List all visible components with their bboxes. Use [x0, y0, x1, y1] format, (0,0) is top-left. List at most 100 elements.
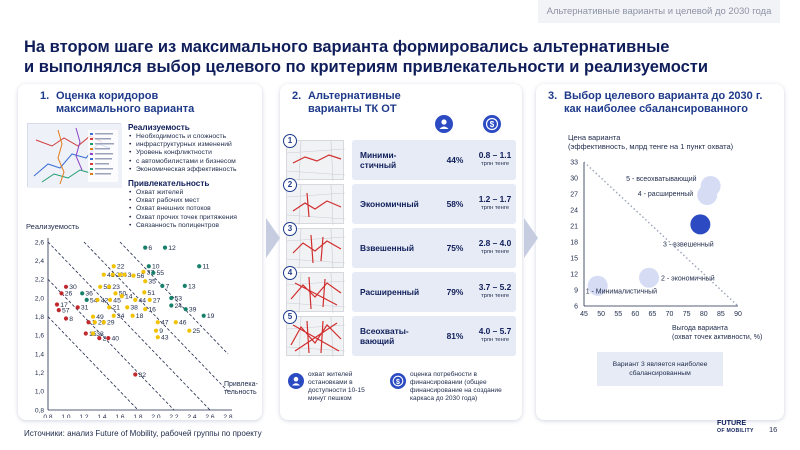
panel3-number: 3.: [548, 90, 558, 102]
chart1-xlabel-line1: Привлека-: [224, 381, 258, 388]
option-row: 3 Взвешенный 75% 2.8 – 4.0 трлн тенге: [283, 222, 516, 270]
panel1-number: 1.: [40, 90, 50, 102]
corridor-label: 42: [101, 297, 109, 304]
corridor-marker: [155, 335, 160, 340]
chart1-ylabel: Реализуемость: [26, 222, 79, 231]
panel2-title: 2. Альтернативные варианты ТК ОТ: [292, 90, 401, 116]
option-cost-unit: трлн тенге: [480, 205, 510, 211]
option-label: 1 - Минималистичный: [586, 288, 657, 296]
section-header: Альтернативные варианты и целевой до 203…: [538, 0, 780, 23]
corridor-point: 46: [173, 320, 187, 327]
corridor-point: 16: [143, 307, 156, 314]
page-number: 16: [769, 425, 778, 434]
legend-line: минут пешком: [308, 395, 352, 402]
corridor-label: 14: [125, 294, 133, 301]
corridor-marker: [133, 372, 138, 377]
realizability-list: Необходимость и сложность инфраструктурн…: [128, 133, 258, 174]
x-tick-label: 2,8: [223, 414, 232, 418]
option-cost-unit: трлн тенге: [480, 293, 510, 299]
legend-line: каркаса до 2030 года): [410, 395, 478, 402]
y-tick-label: 1,4: [35, 351, 44, 358]
note-line1: Вариант 3 является наиболее: [612, 361, 708, 368]
people-icon: [288, 373, 304, 389]
corridor-point: 9: [153, 328, 163, 335]
option-bubble: [639, 267, 660, 288]
list-item: с автомобилистами и бизнесом: [128, 158, 258, 166]
option-bubble: [587, 275, 608, 296]
list-item: Охват жителей: [128, 189, 258, 197]
corridor-marker: [182, 283, 187, 288]
list-item: Охват внешних потоков: [128, 205, 258, 213]
option-number-badge: 3: [283, 222, 297, 236]
corridor-point: 29: [101, 320, 115, 327]
corridor-label: 23: [112, 284, 120, 291]
corridor-label: 26: [65, 291, 73, 298]
y-tick-label: 1,0: [35, 389, 44, 396]
realizability-attractiveness-chart: Реализуемость Привлека- тельность 0,8 1,0…: [26, 222, 258, 418]
option-name-line1: Расширенный: [360, 287, 420, 297]
corridor-label: 49: [96, 314, 104, 321]
x-tick-label: 2,2: [169, 414, 178, 418]
y-tick-label: 33: [570, 160, 578, 167]
corridor-point: 3: [122, 272, 132, 279]
corridor-label: 39: [189, 307, 197, 314]
corridor-label: 12: [168, 245, 176, 252]
option-name: Всеохваты- вающий: [360, 326, 409, 346]
corridor-label: 57: [62, 308, 70, 315]
y-tick-label: 2,0: [35, 295, 44, 302]
page-title-line2: и выполнялся выбор целевого по критериям…: [24, 58, 709, 76]
corridor-label: 25: [193, 328, 201, 335]
option-info: Взвешенный 75% 2.8 – 4.0 трлн тенге: [352, 228, 516, 268]
corridor-label: 13: [188, 283, 196, 290]
option-route-map: [286, 184, 346, 226]
attractiveness-heading: Привлекательность: [128, 179, 210, 188]
panel3-title: 3. Выбор целевого варианта до 2030 г. как…: [548, 90, 762, 116]
corridor-label: 38: [130, 305, 138, 312]
x-tick-label: 2,0: [151, 414, 160, 418]
corridor-point: 2: [97, 336, 107, 343]
option-row: 1 Миними- стичный 44% 0.8 – 1.1 трлн тен…: [283, 134, 517, 182]
x-tick-label: 70: [666, 311, 674, 318]
x-tick-label: 50: [597, 311, 605, 318]
legend-coverage: охват жителей остановками в доступности …: [308, 371, 400, 403]
iso-line: [83, 241, 229, 392]
y-tick-label: 30: [570, 176, 578, 183]
y-tick-label: 9: [574, 288, 578, 295]
corridor-marker: [75, 305, 80, 310]
corridor-label: 32: [139, 372, 147, 379]
corridor-label: 6: [148, 245, 152, 252]
corridor-label: 51: [148, 290, 156, 297]
option-label: 2 - экономичный: [661, 275, 715, 283]
option-cost: 0.8 – 1.1 трлн тенге: [473, 150, 517, 168]
x-tick-label: 1,8: [133, 414, 142, 418]
corridor-label: 16: [148, 307, 156, 314]
option-number-badge: 2: [283, 178, 297, 192]
option-bubble: [700, 176, 721, 196]
y-tick-label: 2,2: [35, 277, 44, 284]
corridor-label: 2: [103, 336, 107, 343]
option-coverage: 75%: [446, 243, 464, 253]
option-name-line2: стичный: [360, 160, 397, 170]
corridor-marker: [86, 320, 91, 325]
chart2-xlabel-line1: Выгода варианта: [672, 325, 728, 332]
corridor-marker: [107, 284, 112, 289]
option-cost-unit: трлн тенге: [480, 337, 510, 343]
corridor-point: 25: [187, 328, 200, 335]
trend-line: [583, 161, 739, 307]
corridor-label: 21: [112, 305, 120, 312]
option-cost: 3.7 – 5.2 трлн тенге: [473, 282, 517, 300]
option-cost-value: 3.7 – 5.2: [478, 282, 512, 292]
x-tick-label: 90: [734, 311, 742, 318]
panel1-title: 1. Оценка коридоров максимального вариант…: [40, 90, 194, 116]
x-tick-label: 85: [717, 311, 725, 318]
corridor-label: 8: [69, 316, 73, 323]
option-route-map: [286, 228, 346, 270]
corridor-label: 34: [117, 313, 125, 320]
company-logo: FUTURE OF MOBILITY: [717, 418, 754, 435]
corridor-label: 33: [96, 331, 104, 338]
corridor-label: 52: [103, 284, 111, 291]
option-name: Расширенный: [360, 287, 419, 297]
y-tick-label: 0,8: [35, 407, 44, 414]
corridor-point: 52: [98, 284, 111, 291]
people-icon: [435, 115, 453, 133]
